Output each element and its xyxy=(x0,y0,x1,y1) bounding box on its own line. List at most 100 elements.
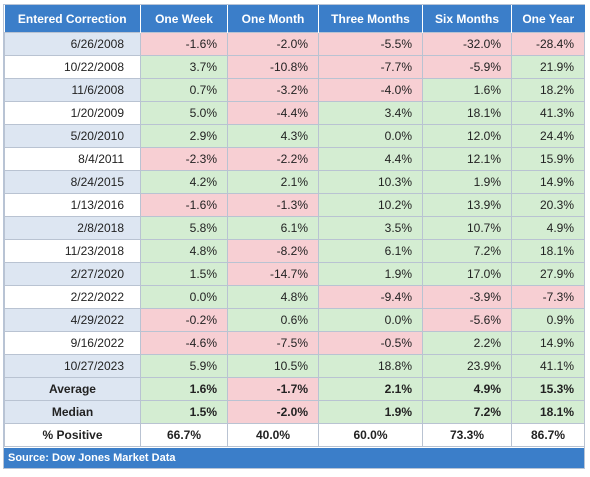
return-cell: 3.7% xyxy=(140,55,228,79)
return-cell: -14.7% xyxy=(227,262,319,286)
table-row: 1/20/2009 5.0% -4.4% 3.4% 18.1% 41.3% xyxy=(4,101,585,125)
return-cell: 10.2% xyxy=(318,193,423,217)
return-cell: 12.0% xyxy=(422,124,512,148)
return-cell: 41.1% xyxy=(511,354,585,378)
return-cell: 0.7% xyxy=(140,78,228,102)
return-cell: -3.9% xyxy=(422,285,512,309)
summary-row: Average 1.6% -1.7% 2.1% 4.9% 15.3% xyxy=(4,377,585,401)
row-date: 4/29/2022 xyxy=(4,308,141,332)
return-cell: 21.9% xyxy=(511,55,585,79)
table-row: 11/23/2018 4.8% -8.2% 6.1% 7.2% 18.1% xyxy=(4,239,585,263)
row-date: 8/4/2011 xyxy=(4,147,141,171)
return-cell: -5.5% xyxy=(318,32,423,56)
return-cell: -3.2% xyxy=(227,78,319,102)
return-cell: 4.4% xyxy=(318,147,423,171)
return-cell: 1.6% xyxy=(422,78,512,102)
return-cell: -10.8% xyxy=(227,55,319,79)
return-cell: -8.2% xyxy=(227,239,319,263)
header-one-year: One Year xyxy=(511,5,585,33)
table-row: 1/13/2016 -1.6% -1.3% 10.2% 13.9% 20.3% xyxy=(4,193,585,217)
return-cell: -1.3% xyxy=(227,193,319,217)
row-date: 6/26/2008 xyxy=(4,32,141,56)
return-cell: 5.9% xyxy=(140,354,228,378)
header-six-months: Six Months xyxy=(422,5,512,33)
return-cell: -4.0% xyxy=(318,78,423,102)
return-cell: 2.9% xyxy=(140,124,228,148)
summary-cell: 1.6% xyxy=(140,377,228,401)
source-note: Source: Dow Jones Market Data xyxy=(4,448,584,468)
correction-returns-table-frame: Entered Correction One Week One Month Th… xyxy=(3,4,585,469)
return-cell: 5.8% xyxy=(140,216,228,240)
row-date: 9/16/2022 xyxy=(4,331,141,355)
return-cell: 4.8% xyxy=(140,239,228,263)
return-cell: 10.7% xyxy=(422,216,512,240)
table-body: 6/26/2008 -1.6% -2.0% -5.5% -32.0% -28.4% 10/2… xyxy=(4,32,585,447)
header-one-week: One Week xyxy=(140,5,228,33)
table-row: 2/27/2020 1.5% -14.7% 1.9% 17.0% 27.9% xyxy=(4,262,585,286)
return-cell: 10.5% xyxy=(227,354,319,378)
return-cell: 0.0% xyxy=(140,285,228,309)
return-cell: 18.2% xyxy=(511,78,585,102)
return-cell: 2.2% xyxy=(422,331,512,355)
return-cell: 0.0% xyxy=(318,308,423,332)
row-date: 10/27/2023 xyxy=(4,354,141,378)
percent-positive-cell: 66.7% xyxy=(140,423,228,447)
return-cell: 27.9% xyxy=(511,262,585,286)
return-cell: 17.0% xyxy=(422,262,512,286)
return-cell: -9.4% xyxy=(318,285,423,309)
return-cell: 6.1% xyxy=(318,239,423,263)
row-date: 2/8/2018 xyxy=(4,216,141,240)
summary-cell: 7.2% xyxy=(422,400,512,424)
summary-cell: -1.7% xyxy=(227,377,319,401)
row-date: 2/22/2022 xyxy=(4,285,141,309)
return-cell: 4.9% xyxy=(511,216,585,240)
header-entered-correction: Entered Correction xyxy=(4,5,141,33)
percent-positive-label: % Positive xyxy=(4,423,141,447)
table-row: 9/16/2022 -4.6% -7.5% -0.5% 2.2% 14.9% xyxy=(4,331,585,355)
summary-label: Average xyxy=(4,377,141,401)
table-row: 11/6/2008 0.7% -3.2% -4.0% 1.6% 18.2% xyxy=(4,78,585,102)
return-cell: 12.1% xyxy=(422,147,512,171)
return-cell: 1.9% xyxy=(422,170,512,194)
summary-cell: -2.0% xyxy=(227,400,319,424)
return-cell: 41.3% xyxy=(511,101,585,125)
row-date: 5/20/2010 xyxy=(4,124,141,148)
return-cell: 0.0% xyxy=(318,124,423,148)
return-cell: 14.9% xyxy=(511,331,585,355)
return-cell: 18.8% xyxy=(318,354,423,378)
return-cell: 3.4% xyxy=(318,101,423,125)
return-cell: -5.9% xyxy=(422,55,512,79)
summary-row: Median 1.5% -2.0% 1.9% 7.2% 18.1% xyxy=(4,400,585,424)
return-cell: 3.5% xyxy=(318,216,423,240)
table-row: 4/29/2022 -0.2% 0.6% 0.0% -5.6% 0.9% xyxy=(4,308,585,332)
return-cell: -7.5% xyxy=(227,331,319,355)
return-cell: -7.7% xyxy=(318,55,423,79)
row-date: 1/20/2009 xyxy=(4,101,141,125)
table-row: 6/26/2008 -1.6% -2.0% -5.5% -32.0% -28.4% xyxy=(4,32,585,56)
return-cell: 14.9% xyxy=(511,170,585,194)
return-cell: 23.9% xyxy=(422,354,512,378)
return-cell: -32.0% xyxy=(422,32,512,56)
return-cell: -0.5% xyxy=(318,331,423,355)
percent-positive-cell: 60.0% xyxy=(318,423,423,447)
return-cell: 1.9% xyxy=(318,262,423,286)
return-cell: -2.3% xyxy=(140,147,228,171)
return-cell: -5.6% xyxy=(422,308,512,332)
row-date: 11/6/2008 xyxy=(4,78,141,102)
percent-positive-cell: 40.0% xyxy=(227,423,319,447)
percent-positive-cell: 86.7% xyxy=(511,423,585,447)
return-cell: -7.3% xyxy=(511,285,585,309)
summary-cell: 1.9% xyxy=(318,400,423,424)
table-row: 10/27/2023 5.9% 10.5% 18.8% 23.9% 41.1% xyxy=(4,354,585,378)
return-cell: -0.2% xyxy=(140,308,228,332)
row-date: 2/27/2020 xyxy=(4,262,141,286)
row-date: 8/24/2015 xyxy=(4,170,141,194)
header-three-months: Three Months xyxy=(318,5,423,33)
return-cell: 4.3% xyxy=(227,124,319,148)
header-row: Entered Correction One Week One Month Th… xyxy=(4,5,585,33)
header-one-month: One Month xyxy=(227,5,319,33)
return-cell: 15.9% xyxy=(511,147,585,171)
return-cell: 0.9% xyxy=(511,308,585,332)
summary-cell: 2.1% xyxy=(318,377,423,401)
return-cell: 18.1% xyxy=(422,101,512,125)
